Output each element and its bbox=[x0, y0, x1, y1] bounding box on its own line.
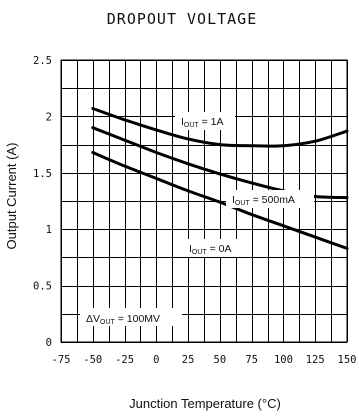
x-tick-label: -25 bbox=[115, 354, 134, 366]
annotations: ΔVOUT = 100MV bbox=[80, 308, 182, 326]
y-tick-label: 2.5 bbox=[33, 55, 52, 67]
x-tick-label: 100 bbox=[274, 354, 293, 366]
series-label-iout-500ma: IOUT = 500mA bbox=[232, 194, 295, 207]
series-label-background bbox=[175, 112, 235, 130]
series-line-iout-500ma bbox=[91, 126, 349, 200]
y-axis-label: Output Current (A) bbox=[4, 143, 19, 250]
y-tick-label: 1.5 bbox=[33, 168, 52, 180]
x-tick-label: 0 bbox=[153, 354, 159, 366]
series-line-iout-0a bbox=[91, 151, 349, 250]
plot-frame bbox=[60, 59, 348, 343]
y-tick-label: 0.5 bbox=[33, 281, 52, 293]
series-label-background bbox=[183, 239, 243, 257]
axes: 0 0.5 1 1.5 2 2.5 -75 -50 -25 0 25 50 75 100 125 150 bbox=[33, 55, 356, 366]
x-axis-label: Junction Temperature (°C) bbox=[129, 396, 281, 411]
x-tick-label: 75 bbox=[245, 354, 258, 366]
delta-vout-annotation: ΔVOUT = 100MV bbox=[86, 313, 160, 326]
x-tick-label: 125 bbox=[306, 354, 325, 366]
x-tick-label: 25 bbox=[182, 354, 195, 366]
series-labels: IOUT = 1A IOUT = 500mA IOUT = 0A bbox=[175, 112, 314, 257]
x-tick-label: -50 bbox=[83, 354, 102, 366]
series-label-background bbox=[226, 190, 314, 208]
x-tick-label: -75 bbox=[52, 354, 71, 366]
annotation-background bbox=[80, 308, 182, 326]
x-tick-label: 150 bbox=[338, 354, 357, 366]
y-tick-label: 1 bbox=[46, 224, 52, 236]
x-tick-label: 50 bbox=[214, 354, 227, 366]
y-tick-label: 2 bbox=[46, 111, 52, 123]
series-label-iout-0a: IOUT = 0A bbox=[189, 243, 232, 256]
y-tick-label: 0 bbox=[46, 337, 52, 349]
chart-title: DROPOUT VOLTAGE bbox=[107, 10, 257, 28]
series-line-iout-1a bbox=[91, 107, 349, 148]
series-label-iout-1a: IOUT = 1A bbox=[181, 116, 224, 129]
